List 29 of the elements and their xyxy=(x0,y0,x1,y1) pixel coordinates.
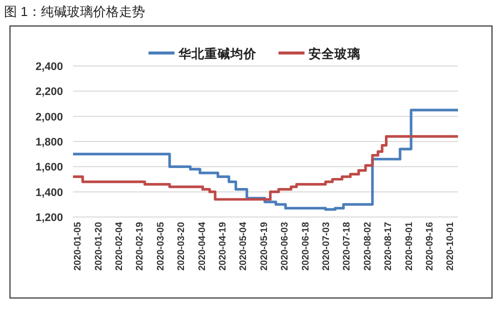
x-tick-label: 2020-07-18 xyxy=(342,222,353,271)
y-tick-label: 1,800 xyxy=(35,136,63,148)
x-tick-label: 2020-06-03 xyxy=(280,222,291,271)
x-tick-label: 2020-05-19 xyxy=(258,222,270,271)
chart-title: 图 1：纯碱玻璃价格走势 xyxy=(4,4,145,19)
y-tick-label: 1,400 xyxy=(35,186,63,199)
x-tick-label: 2020-05-04 xyxy=(238,221,250,271)
x-tick-label: 2020-02-19 xyxy=(134,222,146,271)
x-tick-label: 2020-10-01 xyxy=(445,221,456,271)
x-tick-label: 2020-01-05 xyxy=(72,221,84,271)
x-tick-label: 2020-06-18 xyxy=(300,222,312,271)
y-tick-label: 2,000 xyxy=(35,111,63,124)
y-tick-label: 1,600 xyxy=(35,162,63,174)
x-tick-label: 2020-04-04 xyxy=(196,221,208,271)
y-tick-label: 2,400 xyxy=(35,61,63,73)
x-tick-label: 2020-09-01 xyxy=(404,221,415,271)
legend-label: 华北重碱均价 xyxy=(178,46,258,61)
x-tick-label: 2020-04-19 xyxy=(218,222,229,271)
x-tick-label: 2020-03-05 xyxy=(155,221,166,271)
y-tick-label: 2,200 xyxy=(35,86,63,98)
x-tick-label: 2020-08-02 xyxy=(362,222,374,271)
x-tick-label: 2020-01-20 xyxy=(93,222,104,271)
x-tick-label: 2020-03-20 xyxy=(176,222,188,271)
legend-label: 安全玻璃 xyxy=(308,46,360,61)
x-tick-label: 2020-09-16 xyxy=(424,222,436,271)
x-tick-label: 2020-07-03 xyxy=(321,222,332,271)
y-tick-label: 1,200 xyxy=(35,212,63,224)
x-tick-label: 2020-08-17 xyxy=(383,222,394,271)
x-tick-label: 2020-02-04 xyxy=(114,221,126,271)
